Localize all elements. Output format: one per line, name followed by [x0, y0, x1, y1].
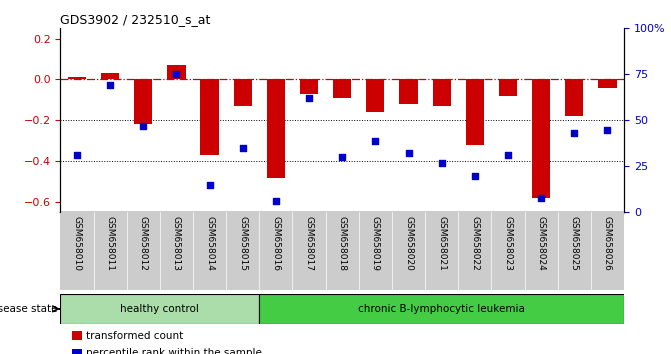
Point [436, 160, 447, 166]
Point [72, 153, 83, 158]
Bar [167, 65, 186, 79]
Bar [234, 79, 252, 106]
Bar [134, 79, 152, 125]
Bar [72, 349, 82, 354]
Text: GSM658019: GSM658019 [371, 216, 380, 271]
Bar [68, 78, 86, 79]
Text: GSM658020: GSM658020 [404, 216, 413, 271]
Text: GSM658016: GSM658016 [271, 216, 280, 271]
Point [171, 72, 182, 77]
Bar [333, 79, 352, 98]
Point [238, 145, 248, 151]
Text: GSM658014: GSM658014 [205, 216, 214, 271]
Text: GSM658024: GSM658024 [537, 216, 546, 271]
Text: GSM658021: GSM658021 [437, 216, 446, 271]
Text: GSM658018: GSM658018 [338, 216, 347, 271]
Point [470, 173, 480, 178]
Text: GSM658022: GSM658022 [470, 216, 479, 271]
Text: disease state: disease state [0, 304, 57, 314]
Text: GSM658023: GSM658023 [503, 216, 513, 271]
Point [337, 154, 348, 160]
Bar [300, 79, 318, 94]
Bar [399, 79, 417, 104]
Bar [267, 79, 285, 178]
Point [503, 153, 513, 158]
Point [602, 127, 613, 132]
Text: GSM658015: GSM658015 [238, 216, 247, 271]
Bar [366, 79, 384, 112]
Text: GDS3902 / 232510_s_at: GDS3902 / 232510_s_at [60, 13, 211, 26]
Point [304, 96, 315, 101]
Bar [466, 79, 484, 145]
Text: percentile rank within the sample: percentile rank within the sample [86, 348, 262, 354]
Point [270, 199, 281, 204]
Point [204, 182, 215, 188]
Text: GSM658025: GSM658025 [570, 216, 579, 271]
Point [569, 130, 580, 136]
Text: chronic B-lymphocytic leukemia: chronic B-lymphocytic leukemia [358, 304, 525, 314]
Point [535, 195, 546, 200]
Bar [499, 79, 517, 96]
Text: GSM658012: GSM658012 [139, 216, 148, 271]
Point [370, 138, 380, 143]
Bar [532, 79, 550, 198]
Bar [599, 79, 617, 88]
Point [403, 151, 414, 156]
Text: healthy control: healthy control [120, 304, 199, 314]
Text: GSM658011: GSM658011 [105, 216, 115, 271]
Text: GSM658026: GSM658026 [603, 216, 612, 271]
Text: GSM658013: GSM658013 [172, 216, 181, 271]
Bar [72, 331, 82, 340]
Text: transformed count: transformed count [86, 331, 183, 341]
Bar [201, 79, 219, 155]
Text: GSM658010: GSM658010 [72, 216, 81, 271]
Bar [433, 79, 451, 106]
Bar [259, 294, 624, 324]
Point [105, 82, 115, 88]
Point [138, 123, 149, 129]
Bar [101, 73, 119, 79]
Bar [60, 294, 259, 324]
Bar [565, 79, 583, 116]
Text: GSM658017: GSM658017 [305, 216, 313, 271]
